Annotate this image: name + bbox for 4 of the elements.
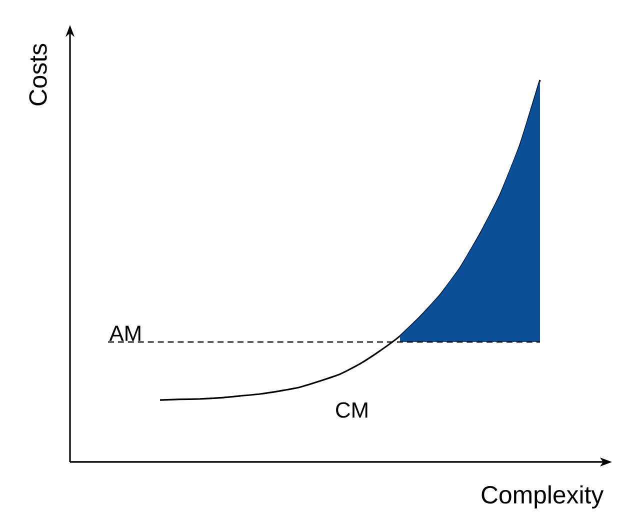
series-label: CM (336, 402, 368, 418)
x-axis-title: Complexity (482, 485, 604, 509)
ref-line-label: AM (109, 326, 140, 341)
y-axis-title: Costs (29, 44, 47, 106)
